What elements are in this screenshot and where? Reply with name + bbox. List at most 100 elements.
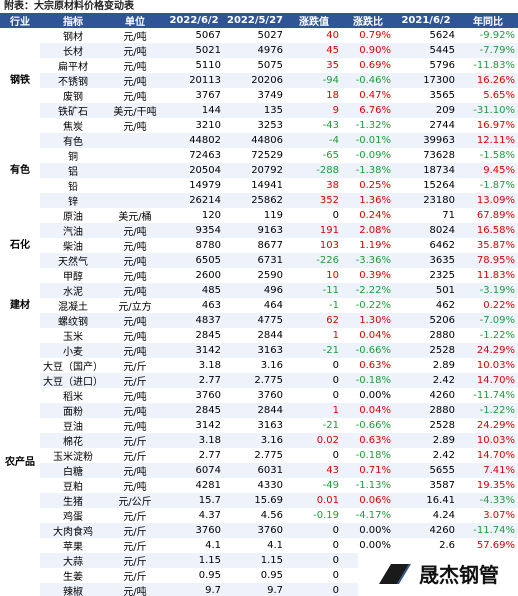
cell: 4330 xyxy=(257,480,283,491)
cell: -1.32% xyxy=(355,120,391,131)
cell: 2.89 xyxy=(432,360,455,371)
table-row: 混凝土 元/立方 463 464 -1 -0.22% 462 0.22% xyxy=(0,298,518,313)
cell: 23180 xyxy=(394,193,458,208)
cell: -288 xyxy=(286,163,342,178)
cell: 3.18 xyxy=(164,433,224,448)
cell: 辣椒 xyxy=(40,583,106,596)
table-row: 钢铁 钢材 元/吨 5067 5027 40 0.79% 5624 -9.92% xyxy=(0,28,518,86)
cell: -21 xyxy=(286,343,342,358)
cell xyxy=(106,163,164,178)
table-row: 棉花 元/斤 3.18 3.16 0.02 0.63% 2.89 10.03% xyxy=(0,433,518,448)
cell: 20504 xyxy=(164,163,224,178)
cell: 3210 xyxy=(195,120,221,131)
cell: 5206 xyxy=(394,313,458,328)
cell xyxy=(106,178,164,193)
cell: 0.00% xyxy=(342,523,394,538)
cell: 不锈钢 xyxy=(40,73,106,88)
cell: 柴油 xyxy=(63,242,83,253)
cell: 14.70% xyxy=(458,373,518,388)
cell: 209 xyxy=(394,103,458,118)
cell: 有色 xyxy=(40,133,106,148)
cell: 元/吨 xyxy=(106,253,164,268)
cell: 4.56 xyxy=(260,510,283,521)
cell: 57.69% xyxy=(476,540,515,551)
cell: 9 xyxy=(286,103,342,118)
cell: 生姜 xyxy=(63,572,83,583)
cell: 3760 xyxy=(224,523,286,538)
cell: 9.7 xyxy=(224,583,286,596)
cell: 5655 xyxy=(394,463,458,478)
cell: -21 xyxy=(322,420,339,431)
cell: 大豆（国产） xyxy=(43,362,103,373)
cell: 18734 xyxy=(394,163,458,178)
cell: 0.06% xyxy=(342,493,394,508)
cell: 元/吨 xyxy=(123,92,147,103)
cell: 9.45% xyxy=(458,163,518,178)
cell: 3163 xyxy=(257,420,283,431)
cell: 71 xyxy=(442,210,455,221)
cell: 1 xyxy=(286,403,342,418)
cell: 44806 xyxy=(224,133,286,148)
cell: 0.01 xyxy=(286,493,342,508)
cell: -94 xyxy=(286,73,342,88)
cell: 0 xyxy=(332,210,339,221)
cell: 2528 xyxy=(394,343,458,358)
cell: -0.18% xyxy=(355,450,391,461)
cell: 元/斤 xyxy=(123,362,147,373)
cell: 45 xyxy=(286,43,342,58)
table-row: 豆粕 元/吨 4281 4330 -49 -1.13% 3587 19.35% xyxy=(0,478,518,493)
cell: 甲醇 xyxy=(63,272,83,283)
cell: -0.18% xyxy=(342,373,394,388)
cell: 0 xyxy=(332,390,339,401)
cell: 元/斤 xyxy=(106,553,164,568)
cell: 2.08% xyxy=(342,223,394,238)
cell: -226 xyxy=(286,253,342,268)
cell: 长材 xyxy=(40,43,106,58)
cell: 元/吨 xyxy=(106,463,164,478)
cell: -0.01% xyxy=(342,133,394,148)
cell: 原油 xyxy=(63,212,83,223)
cell: 鸡蛋 xyxy=(63,512,83,523)
cell xyxy=(106,193,164,208)
cell: 生猪 xyxy=(40,493,106,508)
table-row: 农产品 玉米 元/吨 2845 2844 1 0.04% 2880 -1.22% xyxy=(0,328,518,468)
cell: 10.03% xyxy=(458,433,518,448)
cell: 1.15 xyxy=(224,553,286,568)
cell: 44802 xyxy=(164,133,224,148)
cell: 3635 xyxy=(394,253,458,268)
cell: 464 xyxy=(263,300,283,311)
cell: 35.87% xyxy=(476,240,515,251)
cell: 5796 xyxy=(429,60,455,71)
cell: 2844 xyxy=(257,330,283,341)
cell: 501 xyxy=(394,283,458,298)
cell: 39963 xyxy=(394,133,458,148)
cell: 16.26% xyxy=(458,73,518,88)
table-row: 不锈钢 元/吨 20113 20206 -94 -0.46% 17300 16.26% xyxy=(0,73,518,88)
cell: 15264 xyxy=(423,180,455,191)
industry-cell: 有色 xyxy=(10,164,30,176)
logo-text: 晟杰钢管 xyxy=(419,562,499,587)
cell: 3587 xyxy=(429,480,455,491)
cell: 5021 xyxy=(164,43,224,58)
header-cell: 2022/5/27 xyxy=(224,13,286,28)
cell: 0.95 xyxy=(260,570,283,581)
cell: -1.22% xyxy=(458,403,518,418)
cell: -49 xyxy=(322,480,339,491)
cell: 20792 xyxy=(224,163,286,178)
cell: 14941 xyxy=(251,180,283,191)
cell: 锌 xyxy=(40,193,106,208)
cell: 0 xyxy=(286,373,342,388)
cell: 4.37 xyxy=(198,510,221,521)
cell: 62 xyxy=(286,313,342,328)
table-row: 建材 水泥 元/吨 485 496 -11 -2.22% 501 -3.19% xyxy=(0,283,518,311)
cell: 元/斤 xyxy=(123,512,147,523)
cell: 1.36% xyxy=(342,193,394,208)
cell: 7.41% xyxy=(458,463,518,478)
cell: 19.35% xyxy=(476,480,515,491)
cell: 15.7 xyxy=(164,493,224,508)
cell: 元/吨 xyxy=(123,332,147,343)
cell: -0.09% xyxy=(355,150,391,161)
cell: 3.18 xyxy=(198,360,221,371)
cell: 43 xyxy=(286,463,342,478)
cell: 元/斤 xyxy=(123,452,147,463)
